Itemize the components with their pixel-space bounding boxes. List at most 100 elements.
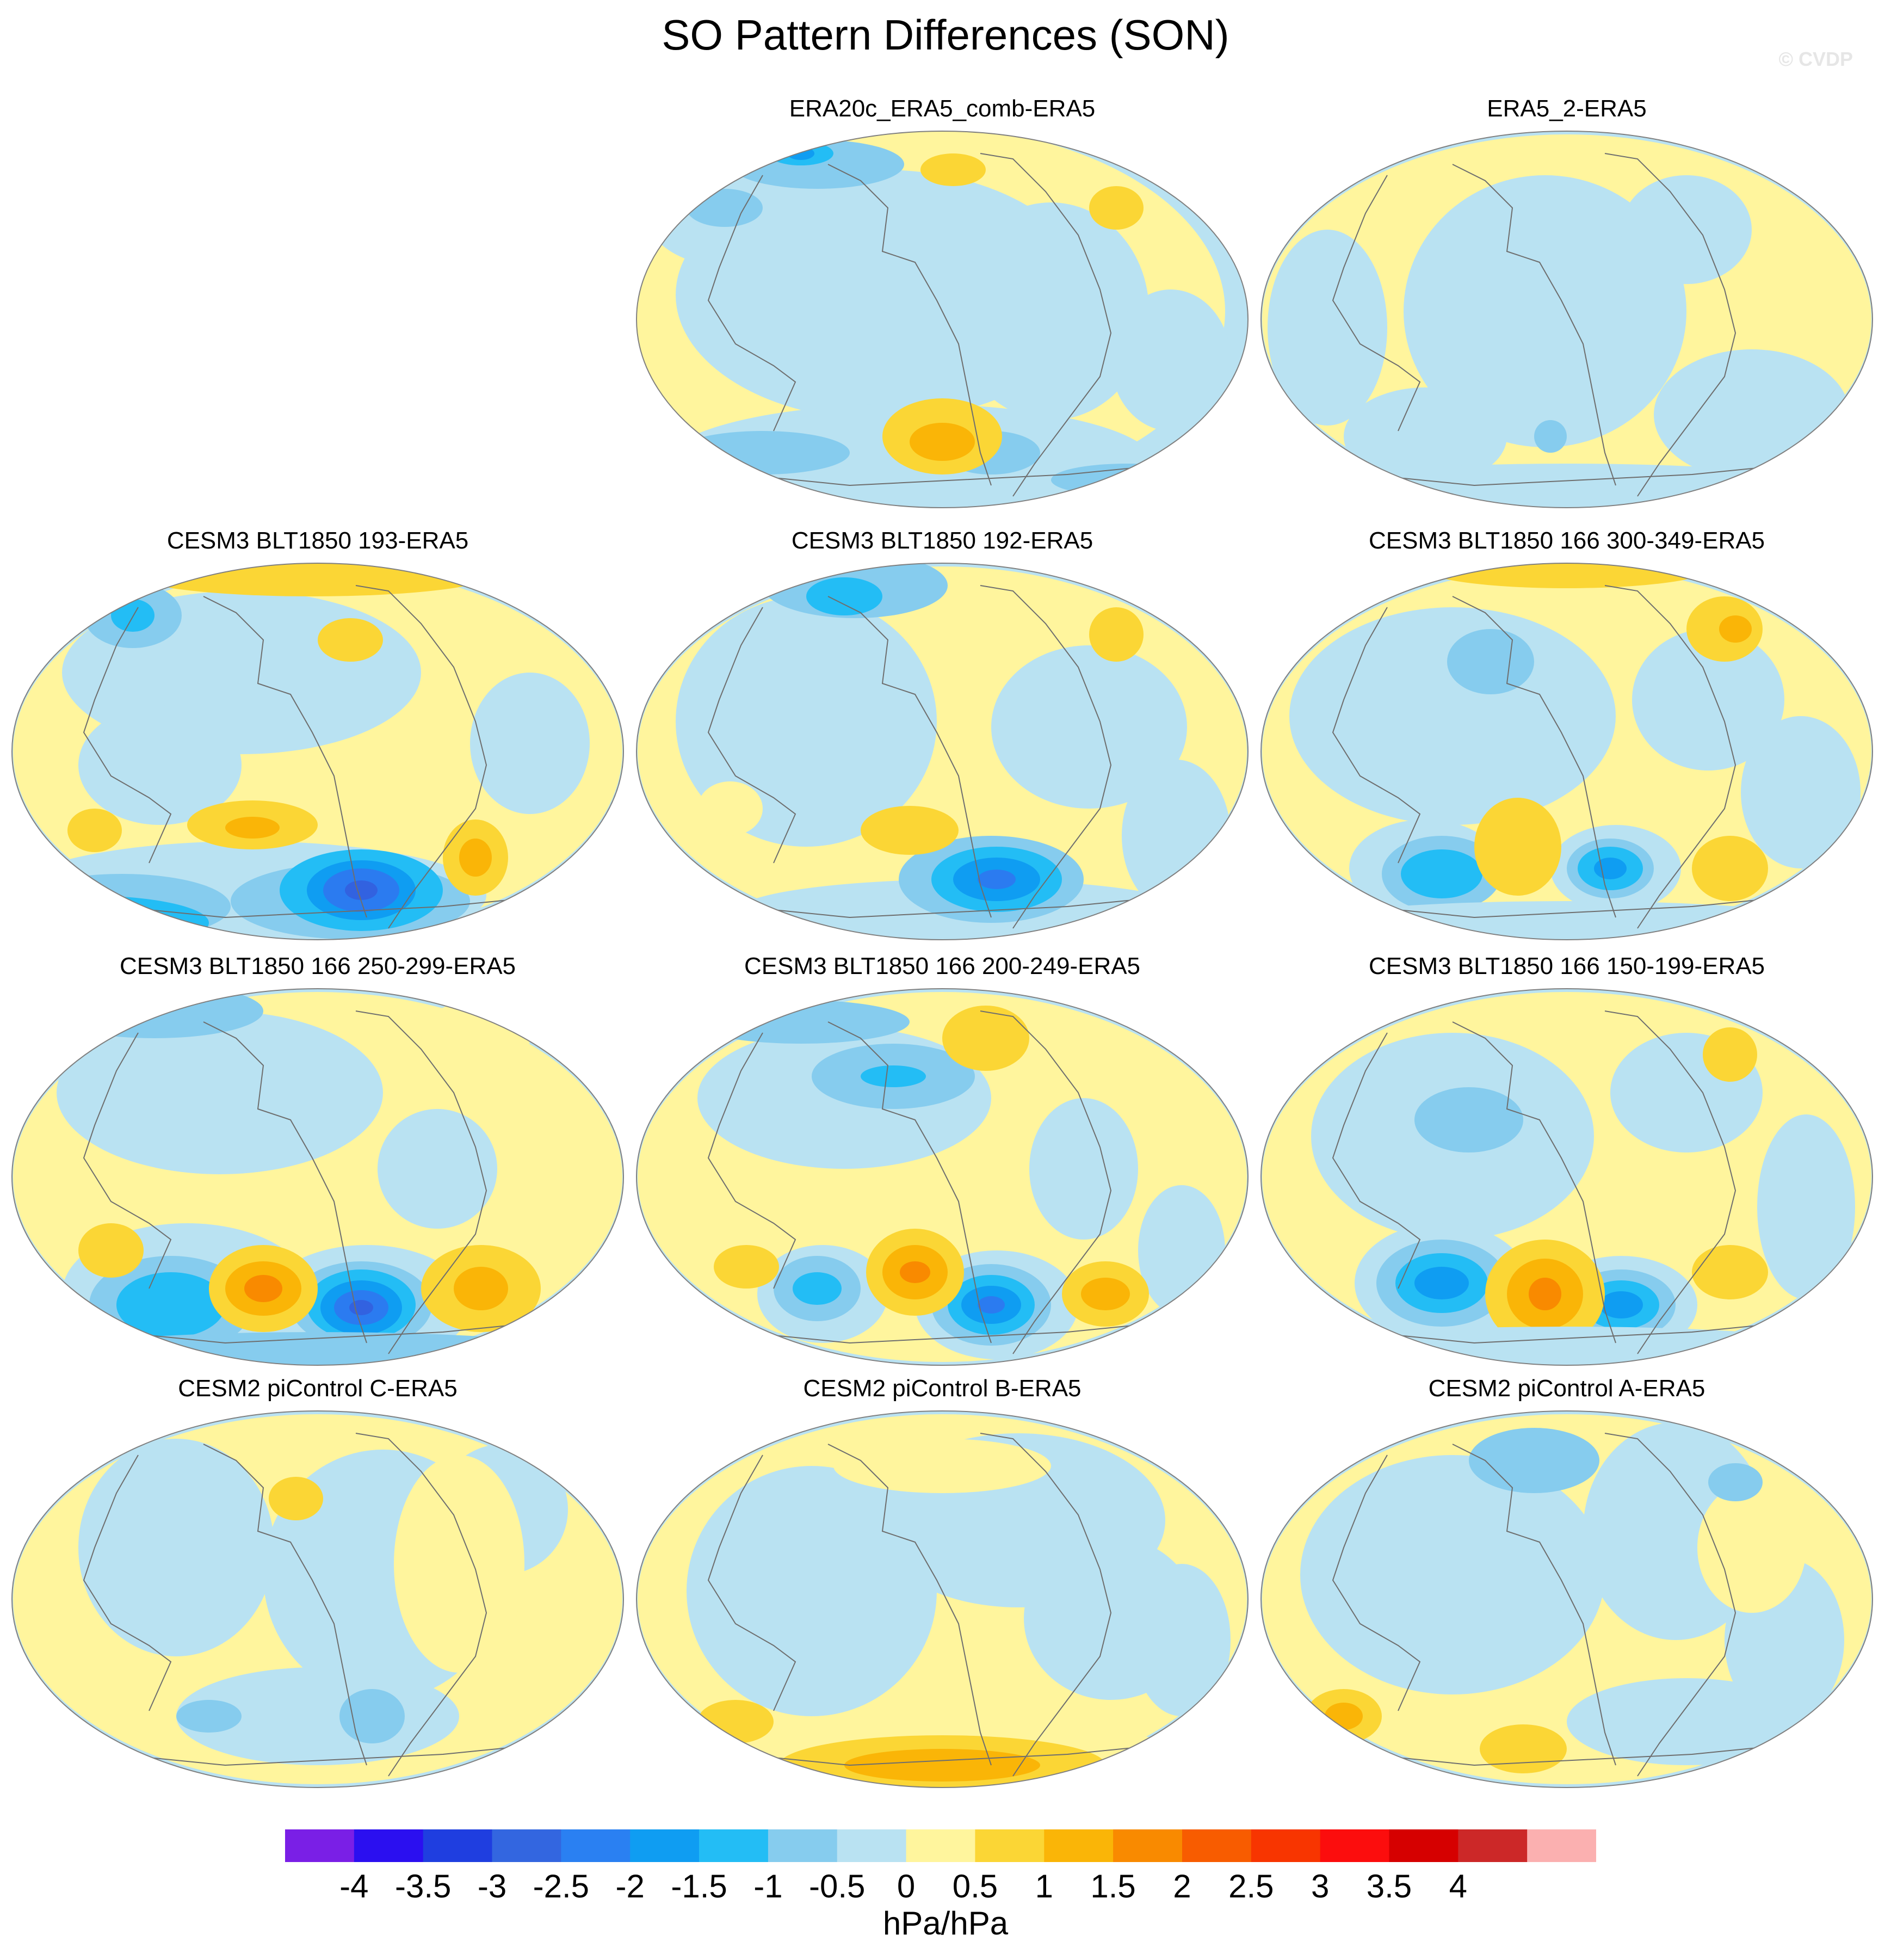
coastline <box>827 596 992 918</box>
anomaly-contour <box>1268 230 1387 426</box>
coastline <box>707 175 796 432</box>
anomaly-contour <box>1300 1455 1605 1694</box>
coastline <box>707 1032 796 1289</box>
anomaly-contour <box>225 817 280 839</box>
anomaly-contour <box>78 1439 274 1656</box>
coastline <box>1332 175 1421 432</box>
anomaly-contour <box>1594 858 1627 879</box>
coastline <box>827 1444 992 1766</box>
anomaly-contour <box>454 1267 508 1310</box>
anomaly-contour <box>1138 1185 1225 1316</box>
anomaly-contour <box>13 874 231 939</box>
colorbar <box>285 1829 1596 1862</box>
panel-title: CESM3 BLT1850 166 250-299-ERA5 <box>119 953 516 979</box>
coastline <box>83 1454 172 1711</box>
anomaly-contour <box>1719 615 1752 643</box>
colorbar-swatch <box>1251 1829 1321 1862</box>
map-svg <box>1260 563 1873 940</box>
anomaly-contour <box>793 1272 842 1305</box>
anomaly-contour <box>806 577 882 615</box>
anomaly-contour <box>176 1667 459 1765</box>
anomaly-contour <box>111 599 155 632</box>
colorbar-tick-label: -0.5 <box>809 1868 866 1904</box>
colorbar-tick-label: 0 <box>897 1868 916 1904</box>
anomaly-contour <box>394 1455 524 1673</box>
anomaly-contour <box>1404 175 1686 447</box>
anomaly-contour <box>861 806 959 855</box>
anomaly-contour <box>1325 1703 1363 1730</box>
anomaly-contour <box>1414 1087 1523 1152</box>
anomaly-contour <box>1474 798 1561 896</box>
coastline <box>1452 164 1616 486</box>
coastline <box>1452 596 1616 918</box>
anomaly-contour <box>1757 1114 1855 1299</box>
colorbar-swatch <box>492 1829 561 1862</box>
map-panel-era5-2: ERA5_2-ERA5 <box>1257 94 1877 519</box>
anomaly-contour <box>833 1439 1051 1493</box>
colorbar-swatch <box>906 1829 975 1862</box>
colorbar-tick-label: -2.5 <box>533 1868 590 1904</box>
map-outline <box>11 563 624 940</box>
anomaly-contour <box>1469 1428 1599 1493</box>
anomaly-contour <box>991 645 1187 809</box>
panel-title: CESM2 piControl C-ERA5 <box>178 1375 458 1402</box>
anomaly-contour <box>1529 1278 1561 1310</box>
anomaly-contour <box>470 673 590 814</box>
anomaly-contour <box>1414 1267 1469 1299</box>
coastline <box>980 1010 1112 1354</box>
anomaly-contour <box>1621 175 1752 284</box>
map-svg <box>636 131 1249 508</box>
anomaly-contour <box>844 1749 1040 1782</box>
figure-title: SO Pattern Differences (SON) <box>662 11 1229 59</box>
anomaly-contour <box>1692 836 1768 901</box>
colorbar-tick-label: 4 <box>1449 1868 1467 1904</box>
colorbar-swatch <box>1527 1829 1596 1862</box>
colorbar-swatch <box>630 1829 700 1862</box>
anomaly-contour <box>67 809 122 852</box>
colorbar-tick-label: 3.5 <box>1366 1868 1412 1904</box>
watermark: © CVDP <box>1778 48 1853 70</box>
anomaly-contour <box>318 618 383 662</box>
coastline <box>1604 1010 1736 1354</box>
colorbar-swatch <box>1389 1829 1459 1862</box>
map-svg <box>1260 988 1873 1366</box>
map-outline <box>1260 563 1873 940</box>
colorbar-swatch <box>699 1829 769 1862</box>
panel-title: ERA20c_ERA5_comb-ERA5 <box>789 95 1096 122</box>
map-panel-cesm3-blt1850-166-300-349: CESM3 BLT1850 166 300-349-ERA5 <box>1257 526 1877 951</box>
panel-title: CESM3 BLT1850 193-ERA5 <box>166 527 469 554</box>
map-svg <box>1260 131 1873 508</box>
coastline <box>203 1021 367 1343</box>
anomaly-contour <box>1295 1327 1839 1365</box>
map-svg <box>1260 1410 1873 1788</box>
anomaly-contour <box>1081 1278 1130 1310</box>
colorbar-swatch <box>1113 1829 1183 1862</box>
coastline <box>1332 1032 1421 1289</box>
colorbar-tick-label: 2 <box>1173 1868 1191 1904</box>
anomaly-contour <box>349 1300 373 1315</box>
colorbar-tick-label: 0.5 <box>952 1868 998 1904</box>
anomaly-contour <box>697 781 763 836</box>
map-svg <box>636 988 1249 1366</box>
anomaly-contour <box>345 880 378 900</box>
map-outline <box>1260 1410 1873 1788</box>
map-panel-cesm3-blt1850-193: CESM3 BLT1850 193-ERA5 <box>8 526 628 951</box>
anomaly-contour <box>697 1700 774 1743</box>
anomaly-contour <box>1029 1098 1138 1240</box>
map-panel-cesm3-blt1850-192: CESM3 BLT1850 192-ERA5 <box>632 526 1252 951</box>
anomaly-contour <box>116 1272 225 1338</box>
anomaly-contour <box>1089 607 1144 662</box>
map-panel-cesm2-picontrol-c: CESM2 piControl C-ERA5 <box>8 1373 628 1799</box>
anomaly-contour <box>1708 1463 1763 1501</box>
anomaly-contour <box>1284 464 1850 508</box>
anomaly-contour <box>900 1261 930 1283</box>
colorbar-swatch <box>285 1829 355 1862</box>
panel-title: CESM3 BLT1850 192-ERA5 <box>791 527 1093 554</box>
colorbar-tick-label: -1 <box>753 1868 783 1904</box>
anomaly-contour <box>1089 186 1144 230</box>
map-svg <box>636 1410 1249 1788</box>
colorbar-tick-label: 1.5 <box>1090 1868 1136 1904</box>
anomaly-contour <box>787 147 814 160</box>
anomaly-contour <box>920 153 986 186</box>
panel-title: CESM2 piControl A-ERA5 <box>1428 1375 1705 1402</box>
